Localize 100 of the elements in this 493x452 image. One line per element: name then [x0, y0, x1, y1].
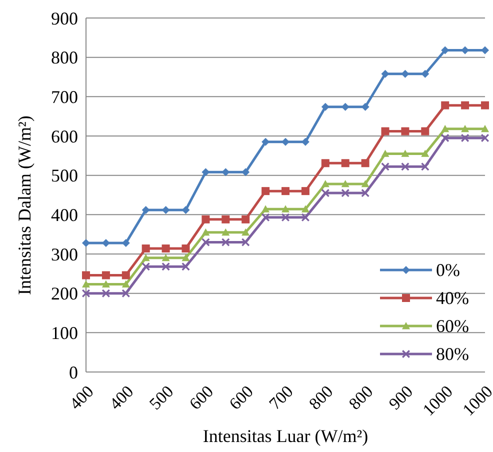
point [82, 271, 90, 280]
point [122, 280, 130, 288]
point [381, 150, 390, 157]
point [481, 134, 489, 142]
point [202, 168, 210, 176]
point [381, 127, 390, 136]
point [401, 127, 410, 136]
point [341, 102, 350, 111]
legend-label: 80% [436, 344, 469, 364]
point [441, 101, 450, 110]
point [481, 101, 489, 110]
point [82, 238, 90, 247]
x-tick-label: 600 [186, 382, 218, 414]
y-tick-label: 500 [51, 166, 78, 186]
y-tick-label: 400 [51, 205, 78, 226]
point [301, 187, 310, 196]
y-tick-label: 100 [51, 323, 78, 344]
point [361, 102, 370, 111]
point [262, 187, 270, 196]
point [222, 228, 230, 236]
point [401, 162, 410, 171]
x-tick-label: 900 [385, 382, 417, 414]
point [182, 262, 190, 271]
point [341, 189, 350, 198]
x-tick-label: 800 [345, 382, 377, 414]
point [421, 162, 430, 171]
point [401, 70, 410, 78]
point [222, 215, 230, 224]
point [341, 159, 350, 168]
y-tick-label: 700 [51, 87, 78, 108]
point [162, 262, 170, 271]
point [421, 70, 430, 78]
point [421, 150, 430, 157]
point [381, 70, 390, 78]
point [321, 180, 330, 188]
point [122, 289, 130, 298]
point [142, 244, 150, 252]
point [242, 215, 250, 224]
point [142, 262, 150, 271]
point [441, 134, 450, 142]
point [361, 159, 370, 168]
point [441, 124, 450, 132]
point [381, 162, 390, 171]
x-tick-label: 800 [305, 382, 337, 414]
point [321, 189, 330, 198]
point [182, 206, 190, 214]
point [102, 289, 110, 298]
x-tick-label: 600 [225, 382, 257, 414]
legend-label: 0% [436, 260, 460, 280]
point [142, 254, 150, 262]
y-axis-title: Intensitas Dalam (W/m²) [14, 116, 34, 295]
point [122, 271, 130, 280]
point [162, 254, 170, 262]
x-axis-title: Intensitas Luar (W/m²) [202, 426, 368, 446]
point [481, 46, 489, 54]
point [142, 206, 150, 214]
point [82, 280, 90, 288]
point [321, 102, 330, 111]
point [361, 180, 370, 188]
point [262, 213, 270, 222]
point [461, 101, 470, 110]
x-tick-label: 400 [106, 382, 138, 414]
point [222, 238, 230, 246]
point [282, 187, 290, 196]
point [421, 127, 430, 136]
point [242, 228, 250, 236]
point [341, 180, 350, 188]
point [282, 213, 290, 222]
point [461, 134, 470, 142]
point [102, 280, 110, 288]
x-tick-label: 700 [265, 382, 297, 414]
point [301, 213, 310, 222]
point [481, 124, 489, 132]
point [282, 205, 290, 212]
y-tick-label: 900 [51, 8, 78, 28]
point [242, 238, 250, 246]
point [182, 254, 190, 262]
x-tick-label: 500 [146, 382, 178, 414]
legend-label: 40% [436, 288, 469, 308]
point [361, 189, 370, 198]
point [82, 289, 90, 298]
y-tick-label: 300 [51, 244, 78, 264]
point [182, 244, 190, 252]
legend-label: 60% [436, 316, 469, 336]
point [282, 138, 290, 146]
y-tick-label: 200 [51, 284, 78, 304]
point [461, 124, 470, 132]
point [162, 244, 170, 252]
point [202, 238, 210, 246]
point [102, 271, 110, 280]
point [202, 228, 210, 236]
point [401, 150, 410, 157]
point [202, 215, 210, 224]
point [321, 159, 330, 168]
y-tick-label: 800 [51, 48, 78, 68]
y-tick-label: 0 [69, 362, 78, 382]
point [242, 168, 250, 176]
point [222, 168, 230, 176]
point [162, 206, 170, 214]
point [262, 205, 270, 212]
